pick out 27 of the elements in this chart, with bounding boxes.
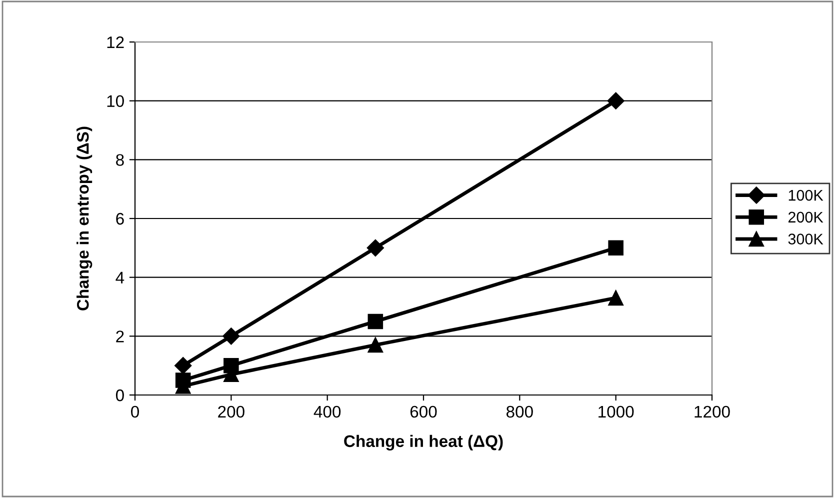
point [222,328,240,345]
point [174,357,192,374]
legend-label: 100K [788,190,824,201]
point [368,337,384,353]
y-tick-label: 10 [107,95,124,108]
y-tick-label: 6 [116,212,124,225]
point [368,314,384,330]
legend-label: 200K [788,212,824,223]
x-tick-label: 1000 [598,406,634,418]
point [366,239,384,256]
y-tick-label: 0 [116,389,124,402]
y-axis-title: Change in entropy (ΔS) [76,126,92,310]
y-tick-label: 4 [116,272,124,284]
y-tick-label: 12 [107,36,124,48]
legend-label: 300K [788,234,824,244]
x-tick-label: 1200 [694,406,730,418]
x-tick-label: 0 [131,406,139,418]
x-tick-label: 800 [506,406,533,418]
x-axis-title: Change in heat (ΔQ) [344,434,503,450]
x-tick-label: 400 [314,406,341,418]
point [608,290,624,306]
x-tick-label: 200 [218,406,244,418]
x-tick-label: 600 [410,406,437,418]
y-tick-label: 8 [116,154,124,166]
point [607,92,624,110]
y-tick-label: 2 [116,330,124,342]
point [608,240,624,256]
